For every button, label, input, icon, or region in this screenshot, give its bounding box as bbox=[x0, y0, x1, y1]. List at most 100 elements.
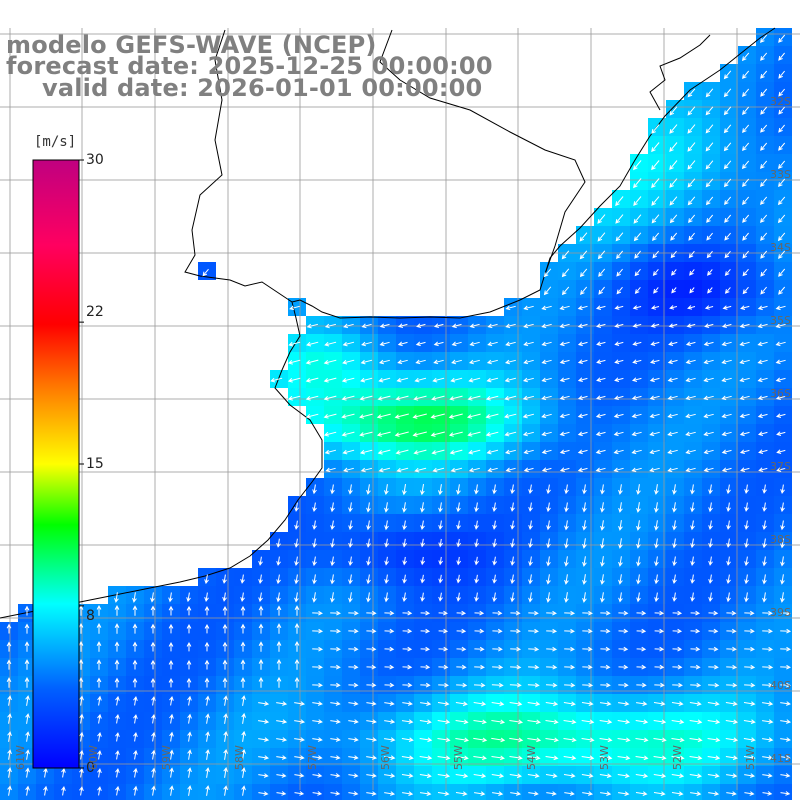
wind-arrow bbox=[743, 719, 756, 724]
wind-arrow bbox=[487, 467, 498, 473]
wind-arrow bbox=[582, 664, 593, 670]
wind-arrow bbox=[541, 359, 552, 365]
wind-arrow bbox=[241, 712, 246, 724]
wind-arrow bbox=[378, 467, 391, 473]
wind-arrow bbox=[276, 737, 288, 742]
wind-speed-cell bbox=[468, 784, 486, 800]
wind-arrow bbox=[687, 106, 696, 116]
wind-speed-cell bbox=[378, 784, 396, 800]
wind-arrow bbox=[258, 556, 263, 566]
wind-arrow bbox=[671, 719, 685, 725]
wind-arrow bbox=[613, 467, 624, 473]
wind-arrow bbox=[455, 701, 468, 707]
wind-arrow bbox=[510, 791, 522, 796]
wind-arrow bbox=[420, 574, 425, 584]
wind-arrow bbox=[723, 88, 732, 98]
wind-arrow bbox=[366, 502, 371, 513]
wind-arrow bbox=[348, 610, 359, 616]
wind-arrow bbox=[486, 449, 499, 455]
wind-arrow bbox=[742, 286, 749, 295]
wind-arrow bbox=[378, 377, 391, 383]
wind-arrow bbox=[743, 755, 756, 760]
wind-arrow bbox=[744, 556, 749, 567]
wind-arrow bbox=[541, 431, 552, 437]
wind-arrow bbox=[690, 484, 695, 495]
wind-arrow bbox=[541, 467, 552, 472]
wind-arrow bbox=[690, 574, 695, 584]
wind-arrow bbox=[450, 377, 463, 383]
wind-arrow bbox=[703, 431, 714, 437]
wind-arrow bbox=[474, 484, 479, 495]
wind-speed-cell bbox=[612, 784, 630, 800]
wind-arrow bbox=[600, 520, 605, 531]
border-line bbox=[379, 29, 586, 275]
wind-arrow bbox=[420, 538, 425, 548]
wind-arrow bbox=[241, 730, 246, 742]
wind-arrow bbox=[632, 359, 642, 364]
wind-arrow bbox=[762, 592, 767, 603]
wind-arrow bbox=[468, 359, 480, 365]
wind-arrow bbox=[432, 377, 445, 383]
wind-arrow bbox=[485, 431, 499, 437]
wind-arrow bbox=[401, 737, 414, 742]
wind-arrow bbox=[323, 413, 337, 419]
wind-arrow bbox=[312, 628, 324, 634]
wind-arrow bbox=[348, 664, 359, 670]
wind-arrow bbox=[634, 286, 641, 295]
wind-arrow bbox=[762, 791, 773, 796]
lon-label: 57W bbox=[306, 745, 319, 770]
wind-arrow bbox=[240, 574, 245, 584]
wind-arrow bbox=[546, 791, 557, 796]
wind-arrow bbox=[762, 664, 774, 670]
wind-arrow bbox=[528, 520, 533, 531]
colorbar-tick-8: 8 bbox=[86, 608, 95, 624]
wind-arrow bbox=[276, 791, 287, 796]
wind-arrow bbox=[705, 106, 714, 116]
wind-arrow bbox=[324, 341, 337, 347]
wind-arrow bbox=[654, 664, 665, 670]
wind-arrow bbox=[703, 395, 714, 401]
wind-arrow bbox=[366, 574, 371, 585]
wind-arrow bbox=[79, 731, 84, 742]
wind-arrow bbox=[707, 701, 720, 706]
wind-arrow bbox=[688, 250, 695, 259]
wind-arrow bbox=[721, 449, 732, 455]
wind-arrow bbox=[240, 677, 246, 688]
wind-arrow bbox=[431, 395, 445, 401]
wind-arrow bbox=[618, 502, 623, 513]
wind-arrow bbox=[402, 791, 414, 796]
wind-arrow bbox=[672, 664, 683, 670]
wind-arrow bbox=[528, 610, 539, 616]
wind-arrow bbox=[222, 659, 228, 670]
wind-arrow bbox=[187, 785, 192, 796]
wind-arrow bbox=[596, 359, 606, 364]
lon-label: 52W bbox=[671, 745, 684, 770]
wind-arrow bbox=[78, 659, 84, 670]
wind-arrow bbox=[778, 106, 785, 115]
wind-arrow bbox=[384, 502, 389, 513]
wind-arrow bbox=[312, 664, 323, 670]
wind-arrow bbox=[778, 88, 785, 97]
wind-arrow bbox=[376, 431, 391, 437]
wind-arrow bbox=[384, 538, 389, 548]
wind-arrow bbox=[708, 574, 713, 584]
wind-arrow bbox=[688, 232, 695, 241]
wind-arrow bbox=[323, 431, 337, 437]
wind-arrow bbox=[615, 196, 624, 207]
wind-arrow bbox=[742, 232, 749, 241]
wind-arrow bbox=[241, 748, 246, 760]
wind-arrow bbox=[577, 395, 588, 401]
wind-arrow bbox=[115, 695, 120, 706]
wind-arrow bbox=[631, 395, 642, 401]
wind-arrow bbox=[597, 214, 606, 224]
wind-arrow bbox=[323, 395, 337, 401]
wind-arrow bbox=[545, 719, 559, 725]
wind-arrow bbox=[276, 676, 282, 688]
wind-arrow bbox=[703, 359, 714, 365]
wind-arrow bbox=[456, 502, 461, 513]
wind-arrow bbox=[577, 449, 588, 455]
wind-arrow bbox=[689, 773, 702, 779]
title-forecast-date: forecast date: 2025-12-25 00:00:00 bbox=[6, 52, 493, 80]
wind-arrow bbox=[222, 605, 228, 616]
wind-arrow bbox=[115, 785, 120, 796]
